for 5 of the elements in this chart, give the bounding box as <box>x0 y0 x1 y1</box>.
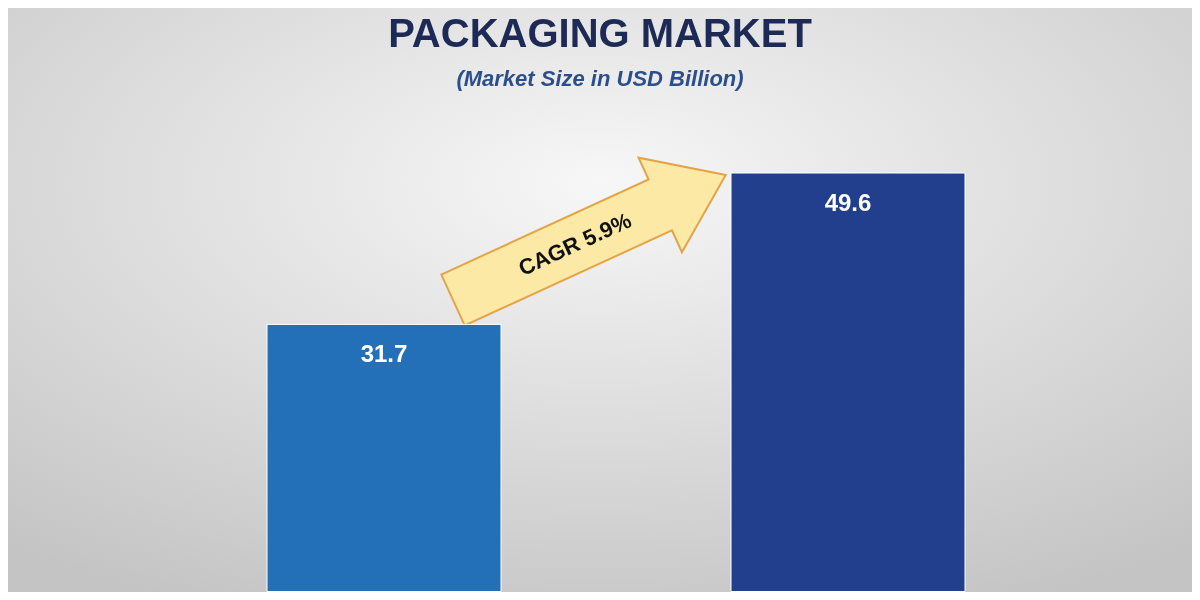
annotation: CAGR 5.9% <box>514 207 636 281</box>
chart-subtitle: (Market Size in USD Billion) <box>456 65 744 91</box>
data-label: 31.7 <box>360 340 408 368</box>
chart-title: PACKAGING MARKET <box>388 11 812 55</box>
data-label: 49.6 <box>824 189 872 217</box>
